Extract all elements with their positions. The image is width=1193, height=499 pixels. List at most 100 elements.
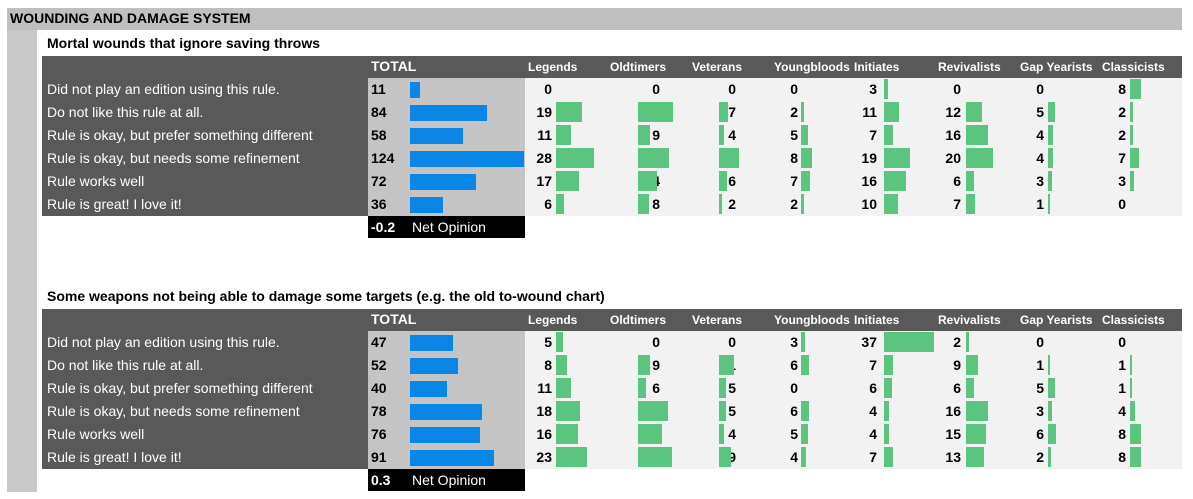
total-header-background — [368, 309, 525, 331]
group-value: 5 — [790, 426, 798, 442]
total-bar — [410, 151, 524, 167]
group-bar — [966, 447, 984, 467]
row-label: Rule is great! I love it! — [47, 196, 182, 212]
group-value: 0 — [1118, 334, 1126, 350]
group-value: 6 — [544, 196, 552, 212]
group-value: 19 — [536, 104, 552, 120]
group-bar — [1130, 378, 1132, 398]
group-value: 9 — [652, 357, 660, 373]
group-bar — [638, 148, 669, 168]
group-bar — [1130, 355, 1132, 375]
total-value: 36 — [371, 196, 387, 212]
total-value: 84 — [371, 104, 387, 120]
group-bar — [884, 79, 888, 99]
total-header-background — [368, 56, 525, 78]
group-value: 7 — [1118, 150, 1126, 166]
group-bar — [556, 355, 567, 375]
group-value: 6 — [1036, 426, 1044, 442]
group-bar — [556, 148, 594, 168]
group-value: 0 — [652, 334, 660, 350]
group-bar — [884, 194, 898, 214]
group-bar — [801, 125, 808, 145]
group-header-veterans: Veterans — [692, 313, 743, 327]
group-value: 0 — [652, 81, 660, 97]
group-bar — [1048, 102, 1055, 122]
group-bar — [966, 148, 993, 168]
group-value: 12 — [945, 104, 961, 120]
group-value: 28 — [536, 150, 552, 166]
group-value: 5 — [728, 403, 736, 419]
group-bar — [719, 447, 731, 467]
group-bar — [884, 125, 893, 145]
group-value: 2 — [1036, 449, 1044, 465]
group-value: 17 — [536, 173, 552, 189]
group-value: 0 — [790, 81, 798, 97]
group-value: 2 — [1118, 104, 1126, 120]
group-header-oldtimers: Oldtimers — [610, 60, 667, 74]
group-bar — [966, 125, 988, 145]
group-value: 4 — [1118, 403, 1126, 419]
group-bar — [884, 447, 893, 467]
group-value: 6 — [790, 403, 798, 419]
total-bar — [410, 381, 447, 397]
group-value: 5 — [728, 380, 736, 396]
section-title: Mortal wounds that ignore saving throws — [47, 35, 321, 51]
total-bar — [410, 358, 458, 374]
group-value: 6 — [652, 380, 660, 396]
group-bar — [966, 332, 969, 352]
page-title: WOUNDING AND DAMAGE SYSTEM — [10, 10, 251, 26]
group-bar — [1048, 424, 1056, 444]
group-value: 15 — [945, 426, 961, 442]
group-value: 13 — [945, 449, 961, 465]
group-bar — [556, 171, 579, 191]
total-value: 72 — [371, 173, 387, 189]
group-bar — [801, 102, 804, 122]
group-bar — [638, 171, 657, 191]
group-value: 6 — [869, 380, 877, 396]
group-bar — [884, 102, 899, 122]
group-value: 7 — [790, 173, 798, 189]
total-bar — [410, 335, 453, 351]
group-bar — [638, 355, 650, 375]
group-value: 6 — [790, 357, 798, 373]
total-bar — [410, 174, 476, 190]
total-bar — [410, 105, 487, 121]
group-value: 11 — [537, 380, 552, 396]
group-bar — [966, 424, 986, 444]
group-value: 8 — [1118, 426, 1126, 442]
group-bar — [638, 424, 662, 444]
group-bar — [884, 424, 889, 444]
group-bar — [884, 378, 892, 398]
group-bar — [1048, 171, 1052, 191]
total-header: TOTAL — [371, 311, 417, 327]
group-bar — [719, 194, 722, 214]
group-value: 11 — [862, 104, 877, 120]
net-opinion-label: Net Opinion — [412, 219, 486, 235]
group-value: 16 — [945, 403, 961, 419]
group-value: 7 — [953, 196, 961, 212]
group-bar — [884, 355, 893, 375]
group-value: 20 — [945, 150, 961, 166]
group-bar — [719, 148, 739, 168]
group-value: 4 — [728, 127, 736, 143]
group-value: 7 — [869, 449, 877, 465]
group-value: 1 — [1118, 357, 1126, 373]
group-bar — [719, 401, 726, 421]
group-value: 1 — [1036, 196, 1044, 212]
group-value: 8 — [1118, 81, 1126, 97]
group-value: 4 — [869, 426, 877, 442]
group-value: 10 — [861, 196, 877, 212]
group-value: 7 — [728, 104, 736, 120]
group-value: 2 — [953, 334, 961, 350]
group-value: 3 — [790, 334, 798, 350]
row-label: Rule works well — [47, 426, 145, 442]
group-value: 16 — [945, 127, 961, 143]
group-header-veterans: Veterans — [692, 60, 743, 74]
group-value: 19 — [861, 150, 877, 166]
group-bar — [801, 355, 809, 375]
row-label: Rule is great! I love it! — [47, 449, 182, 465]
group-bar — [884, 148, 910, 168]
row-label: Rule works well — [47, 173, 145, 189]
group-value: 3 — [1118, 173, 1126, 189]
group-value: 6 — [953, 173, 961, 189]
